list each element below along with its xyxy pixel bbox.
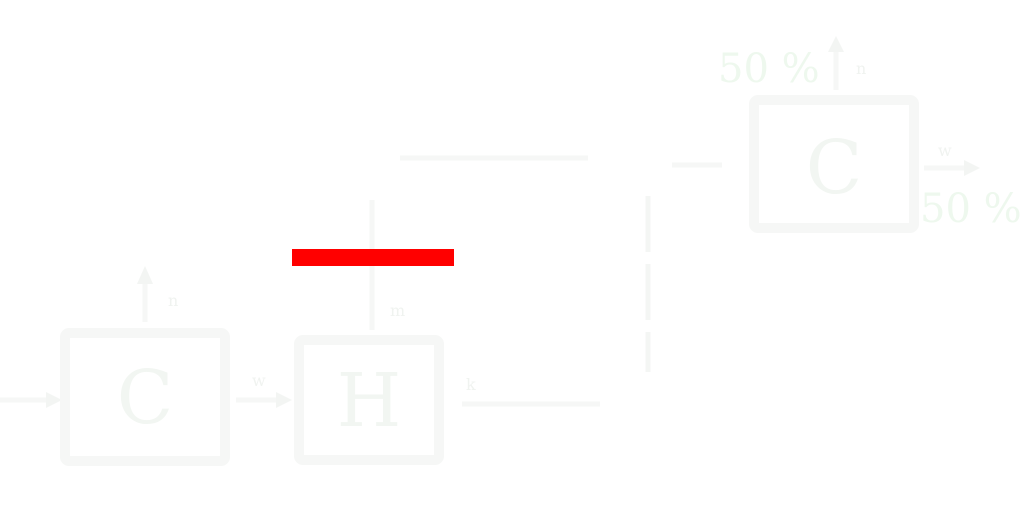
- input-arrowhead: [46, 392, 62, 408]
- block-c-left: [60, 328, 230, 466]
- h-sub-label: m: [390, 301, 405, 320]
- c-right-up-arrowhead: [828, 36, 844, 52]
- percent-label-right: 50 %: [920, 186, 1022, 232]
- c-right-output-label: w: [938, 141, 952, 160]
- c-to-h-label: w: [252, 371, 266, 390]
- c-to-h-arrowhead: [276, 392, 292, 408]
- percent-label-top: 50 %: [718, 46, 820, 92]
- block-h-mid-letter: H: [337, 358, 402, 444]
- red-highlight-bar: [292, 249, 454, 266]
- h-output-label: k: [466, 375, 476, 394]
- c-left-sub-label: n: [168, 291, 178, 310]
- c-right-output-arrowhead: [964, 160, 980, 176]
- block-c-right: [749, 95, 919, 233]
- block-c-right-letter: C: [806, 125, 863, 211]
- block-h-mid: [294, 335, 444, 465]
- c-left-up-arrowhead: [137, 266, 153, 284]
- block-c-left-letter: C: [117, 355, 174, 441]
- c-right-sub-label: n: [856, 59, 866, 78]
